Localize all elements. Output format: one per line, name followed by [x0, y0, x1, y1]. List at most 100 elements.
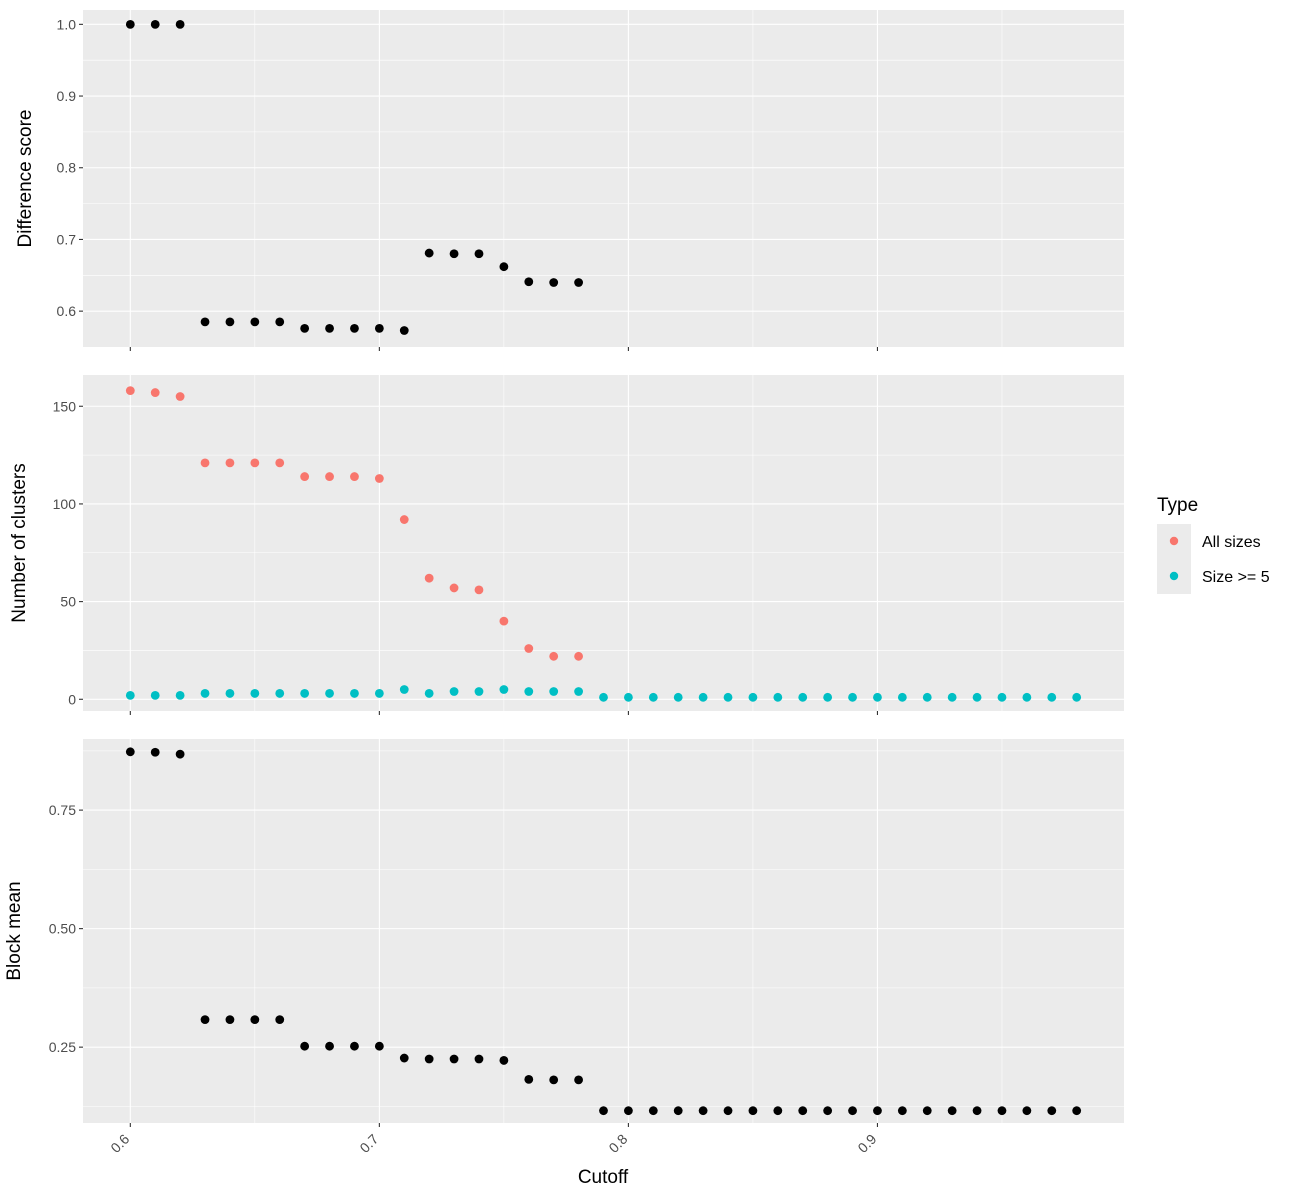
- data-point: [1047, 692, 1057, 702]
- series: [125, 747, 1082, 1116]
- data-point: [499, 1056, 509, 1065]
- data-point: [1022, 692, 1032, 702]
- data-point: [873, 692, 882, 702]
- y-tick-label: 0.25: [49, 1039, 76, 1055]
- y-tick-label: 1.0: [57, 16, 77, 32]
- data-point: [1072, 1106, 1082, 1116]
- legend-label-size-ge-5: Size >= 5: [1202, 569, 1270, 586]
- data-point: [848, 692, 857, 702]
- data-point: [300, 689, 310, 698]
- series: [125, 386, 583, 661]
- data-point: [873, 1106, 882, 1116]
- data-point: [449, 1054, 459, 1064]
- data-point: [1022, 1106, 1032, 1116]
- data-point: [474, 249, 484, 259]
- data-point: [449, 687, 459, 696]
- data-point: [399, 1053, 409, 1063]
- data-point: [150, 747, 160, 757]
- data-point: [922, 1106, 932, 1116]
- data-point: [325, 689, 334, 698]
- data-point: [150, 690, 160, 700]
- data-point: [897, 1106, 907, 1116]
- data-point: [350, 472, 359, 481]
- data-point: [524, 687, 534, 696]
- data-point: [250, 458, 260, 468]
- data-point: [424, 248, 434, 258]
- data-point: [574, 687, 583, 696]
- data-point: [748, 1106, 758, 1116]
- data-point: [325, 323, 334, 333]
- x-tick-label: 0.7: [356, 1131, 381, 1156]
- data-point: [250, 317, 260, 327]
- data-point: [524, 277, 534, 287]
- data-point: [524, 644, 534, 653]
- data-point: [574, 651, 583, 661]
- legend-key-all-sizes: [1169, 536, 1179, 546]
- data-point: [773, 692, 783, 702]
- data-point: [798, 692, 808, 702]
- data-point: [125, 386, 135, 396]
- data-point: [350, 323, 359, 333]
- data-point: [175, 392, 185, 401]
- data-point: [150, 388, 160, 397]
- data-point: [424, 689, 434, 698]
- data-point: [648, 1106, 658, 1116]
- data-point: [997, 692, 1007, 702]
- data-point: [599, 692, 608, 702]
- y-tick-label: 0.9: [57, 88, 77, 104]
- data-point: [225, 689, 235, 698]
- y-tick-label: 0.50: [49, 921, 76, 937]
- data-point: [698, 692, 708, 702]
- data-point: [574, 1075, 583, 1085]
- data-point: [200, 689, 210, 698]
- series: [125, 685, 1082, 702]
- data-point: [549, 1075, 559, 1085]
- data-point: [823, 1106, 833, 1116]
- data-point: [225, 317, 235, 327]
- data-point: [997, 1106, 1007, 1116]
- data-point: [897, 692, 907, 702]
- data-point: [399, 326, 409, 335]
- data-point: [848, 1106, 857, 1116]
- data-point: [798, 1106, 808, 1116]
- data-point: [275, 1015, 285, 1025]
- legend-key-background: [1157, 524, 1191, 594]
- data-point: [300, 323, 310, 333]
- panel-background: [83, 739, 1124, 1123]
- data-point: [773, 1106, 783, 1116]
- data-point: [175, 690, 185, 700]
- y-axis-title: Difference score: [15, 110, 36, 248]
- data-point: [1072, 692, 1082, 702]
- data-point: [374, 323, 384, 333]
- legend-label-all-sizes: All sizes: [1202, 534, 1261, 551]
- panel-middle: 0 50 100 150 Number of clusters: [9, 375, 1124, 715]
- data-point: [374, 474, 384, 483]
- data-point: [648, 692, 658, 702]
- data-point: [275, 689, 285, 698]
- data-point: [723, 1106, 733, 1116]
- data-point: [275, 317, 285, 327]
- data-point: [1047, 1106, 1057, 1116]
- data-point: [474, 687, 484, 696]
- data-point: [175, 19, 185, 29]
- data-point: [624, 1106, 633, 1116]
- y-tick-label: 100: [53, 496, 77, 512]
- data-point: [748, 692, 758, 702]
- data-point: [200, 317, 210, 327]
- data-point: [499, 262, 509, 272]
- data-point: [225, 1015, 235, 1025]
- data-point: [125, 19, 135, 29]
- y-tick-label: 150: [53, 398, 77, 414]
- data-point: [947, 692, 957, 702]
- data-point: [200, 458, 210, 468]
- data-point: [499, 685, 509, 694]
- data-point: [399, 515, 409, 524]
- data-point: [698, 1106, 708, 1116]
- legend-title: Type: [1157, 495, 1198, 516]
- data-point: [524, 1074, 534, 1084]
- x-tick-label: 0.6: [107, 1131, 132, 1156]
- panel-bottom: 0.25 0.50 0.75 0.6 0.7 0.8 0.9 Block mean: [4, 739, 1124, 1156]
- data-point: [823, 692, 833, 702]
- y-tick-label: 0.6: [57, 303, 77, 319]
